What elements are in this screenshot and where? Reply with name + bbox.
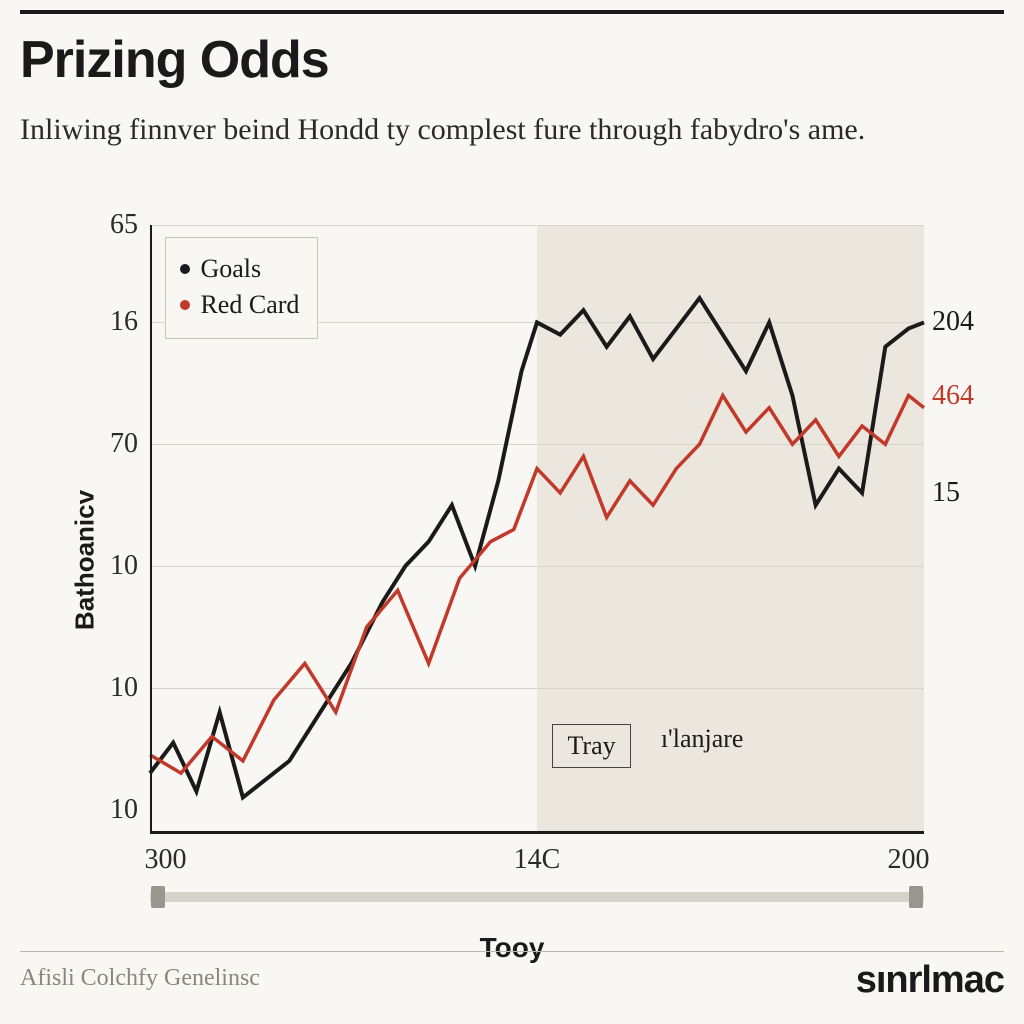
- y-tick-label: 10: [110, 794, 150, 826]
- footer-rule: [20, 951, 1004, 952]
- plot-region: 65 16 70 10 10 10 300 14C 200 204 464 15…: [150, 225, 924, 834]
- source-attribution: Afisli Colchfy Genelinsc: [20, 965, 260, 992]
- y-tick-label: 16: [110, 306, 150, 338]
- legend-marker-icon: [180, 300, 190, 310]
- end-label: 464: [924, 380, 974, 412]
- end-label: 15: [924, 477, 960, 509]
- slider-handle-right[interactable]: [909, 886, 923, 908]
- y-tick-label: 70: [110, 428, 150, 460]
- y-axis: [150, 225, 152, 834]
- x-tick-label: 300: [144, 834, 186, 876]
- y-tick-label: 10: [110, 550, 150, 582]
- y-axis-label: Bathoanicv: [70, 489, 101, 629]
- legend-item: Goals: [180, 254, 299, 284]
- legend: Goals Red Card: [165, 237, 318, 339]
- legend-item: Red Card: [180, 290, 299, 320]
- y-tick-label: 65: [110, 209, 150, 241]
- annotation-box: Tray: [552, 724, 630, 768]
- range-slider[interactable]: [150, 892, 924, 902]
- annotation-text: ı'lanjare: [661, 724, 744, 754]
- y-tick-label: 10: [110, 672, 150, 704]
- chart-area: Bathoanicv 65 16 70 10 10 10 300 14C 200…: [20, 225, 1004, 894]
- x-tick-label: 200: [888, 834, 930, 876]
- legend-label: Goals: [200, 254, 261, 284]
- end-label: 204: [924, 306, 974, 338]
- chart-title: Prizing Odds: [20, 30, 329, 90]
- top-rule: [20, 10, 1004, 14]
- x-axis: [150, 831, 924, 834]
- series-line-goals: [150, 298, 924, 797]
- chart-subtitle: Inliwing finnver beind Hondd ty complest…: [20, 110, 964, 151]
- brand-logo: sınrlmac: [856, 959, 1004, 1002]
- legend-marker-icon: [180, 264, 190, 274]
- slider-handle-left[interactable]: [151, 886, 165, 908]
- series-line-redcard: [150, 396, 924, 774]
- x-axis-label: Tooy: [480, 932, 545, 964]
- x-tick-label: 14C: [514, 834, 561, 876]
- legend-label: Red Card: [200, 290, 299, 320]
